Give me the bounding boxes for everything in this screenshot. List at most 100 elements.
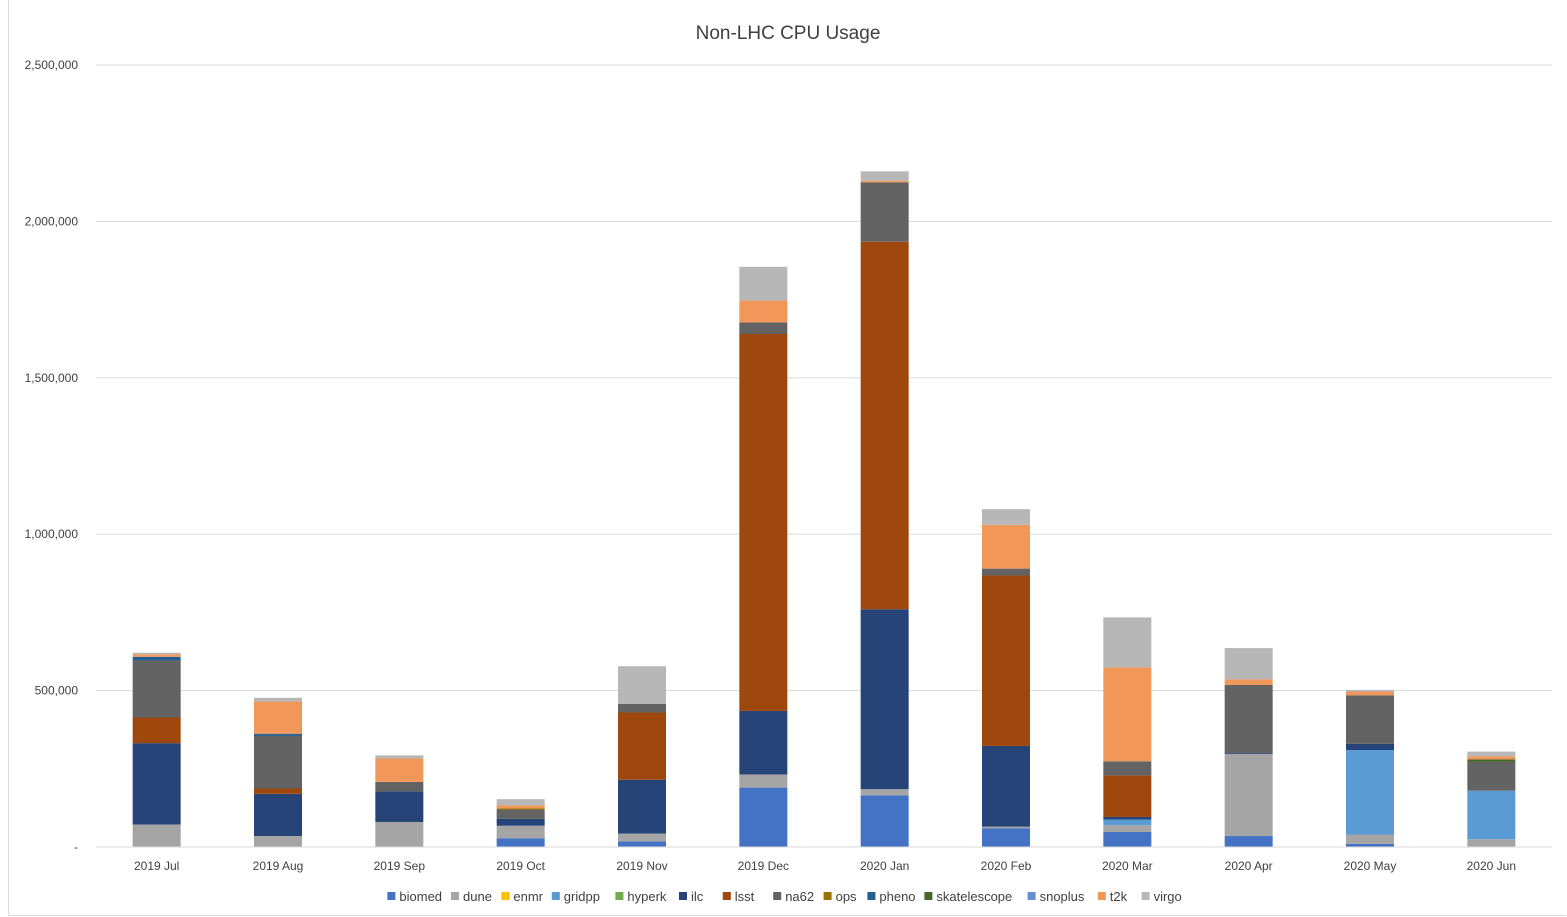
- legend-item-enmr: enmr: [501, 889, 544, 904]
- bar-segment-lsst: [860, 241, 909, 610]
- bar-segment-virgo: [496, 799, 545, 806]
- bar-segment-gridpp: [1467, 790, 1516, 840]
- y-tick-label: 2,500,000: [25, 58, 79, 72]
- bar-segment-dune: [982, 826, 1030, 829]
- bar-segment-biomed: [860, 795, 909, 847]
- bar-segment-virgo: [1467, 751, 1516, 757]
- legend-label: ilc: [691, 889, 704, 904]
- bar-segment-na62: [982, 568, 1030, 576]
- legend-label: pheno: [879, 889, 915, 904]
- bar-segment-dune: [1467, 839, 1516, 847]
- bar-segment-virgo: [1346, 689, 1394, 692]
- legend-item-hyperk: hyperk: [615, 889, 667, 904]
- bar-segment-ilc: [1103, 816, 1152, 820]
- bar-segment-pheno: [132, 656, 181, 661]
- bar-segment-t2k: [1224, 679, 1273, 685]
- y-tick-label: 1,500,000: [25, 371, 79, 385]
- bar-segment-dune: [860, 789, 909, 796]
- y-tick-label: 2,000,000: [25, 214, 79, 228]
- bar-segment-ops: [496, 808, 545, 810]
- bar-segment-ilc: [1346, 743, 1394, 751]
- bar-segment-virgo: [254, 697, 302, 702]
- legend-label: biomed: [399, 889, 442, 904]
- bar-segment-virgo: [132, 652, 181, 655]
- bar-segment-t2k: [1467, 756, 1516, 760]
- legend-swatch: [679, 892, 687, 900]
- bar-segment-na62: [254, 735, 302, 789]
- legend-swatch: [501, 892, 510, 900]
- bar-segment-virgo: [860, 171, 909, 181]
- legend-label: enmr: [513, 889, 543, 904]
- x-tick-label: 2019 Nov: [616, 859, 667, 873]
- legend-label: t2k: [1110, 889, 1128, 904]
- bar-segment-ilc: [375, 791, 424, 822]
- bar-segment-gridpp: [1103, 819, 1152, 826]
- bar-segment-pheno: [254, 733, 302, 736]
- bar-segment-na62: [132, 660, 181, 718]
- bar-segment-ilc: [982, 745, 1030, 827]
- bar-segment-dune: [618, 833, 666, 842]
- y-tick-label: 1,000,000: [25, 527, 79, 541]
- bar-segment-ilc: [254, 793, 302, 837]
- legend-label: dune: [463, 889, 492, 904]
- legend-item-na62: na62: [773, 889, 814, 904]
- bar-segment-na62: [1346, 695, 1394, 744]
- bar-segment-dune: [375, 821, 424, 847]
- gridlines: [96, 64, 1552, 848]
- bar-segment-lsst: [132, 717, 181, 744]
- legend-item-virgo: virgo: [1141, 889, 1182, 904]
- bar-segment-na62: [1467, 761, 1516, 791]
- bar-segment-t2k: [1346, 691, 1394, 696]
- legend-item-biomed: biomed: [387, 889, 442, 904]
- x-tick-label: 2020 Apr: [1225, 859, 1273, 873]
- bar-segment-ilc: [132, 743, 181, 825]
- bar-segment-t2k: [496, 805, 545, 809]
- legend-item-lsst: lsst: [722, 889, 755, 904]
- bar-segment-biomed: [1224, 836, 1273, 847]
- bar-segment-dune: [254, 836, 302, 847]
- x-tick-label: 2020 Jan: [860, 859, 909, 873]
- bar-segment-lsst: [982, 575, 1030, 746]
- bar-segment-t2k: [1103, 667, 1152, 762]
- legend-item-ilc: ilc: [679, 889, 704, 904]
- legend-item-dune: dune: [451, 889, 492, 904]
- bar-segment-biomed: [618, 841, 666, 847]
- bar-segment-dune: [496, 825, 545, 839]
- bar-segment-virgo: [1103, 617, 1152, 668]
- bar-segment-na62: [739, 322, 788, 335]
- bar-segment-ilc: [739, 710, 788, 775]
- bar-segment-ilc: [860, 609, 909, 790]
- bar-segment-na62: [1224, 684, 1273, 754]
- legend-swatch: [924, 892, 933, 900]
- legend-swatch: [387, 892, 396, 900]
- bar-segment-virgo: [982, 509, 1030, 525]
- bar-segment-na62: [860, 182, 909, 242]
- x-tick-label: 2019 Sep: [374, 859, 426, 873]
- legend-swatch: [823, 892, 832, 900]
- legend-swatch: [615, 892, 624, 900]
- bars: [132, 171, 1516, 847]
- legend-item-skatelescope: skatelescope: [924, 889, 1012, 904]
- legend-item-gridpp: gridpp: [551, 889, 600, 904]
- x-tick-label: 2020 Feb: [981, 859, 1032, 873]
- x-tick-label: 2020 Jun: [1467, 859, 1516, 873]
- bar-segment-lsst: [739, 334, 788, 711]
- legend-swatch: [722, 892, 731, 900]
- x-tick-label: 2019 Jul: [134, 859, 179, 873]
- y-tick-label: -: [74, 840, 78, 854]
- legend-swatch: [867, 892, 876, 900]
- legend-label: ops: [836, 889, 857, 904]
- bar-segment-lsst: [1103, 775, 1152, 817]
- bar-segment-na62: [375, 781, 424, 792]
- bar-segment-ilc: [618, 779, 666, 834]
- legend-label: lsst: [735, 889, 755, 904]
- bar-segment-biomed: [496, 838, 545, 847]
- bar-segment-dune: [132, 824, 181, 847]
- bar-segment-gridpp: [1346, 750, 1394, 835]
- bar-segment-dune: [739, 774, 788, 788]
- legend: biomed dune enmr gridpp hyperk ilc lsst na62 ops…: [387, 889, 1182, 904]
- bar-segment-biomed: [1346, 843, 1394, 847]
- bar-segment-biomed: [982, 828, 1030, 847]
- bar-segment-dune: [1103, 825, 1152, 832]
